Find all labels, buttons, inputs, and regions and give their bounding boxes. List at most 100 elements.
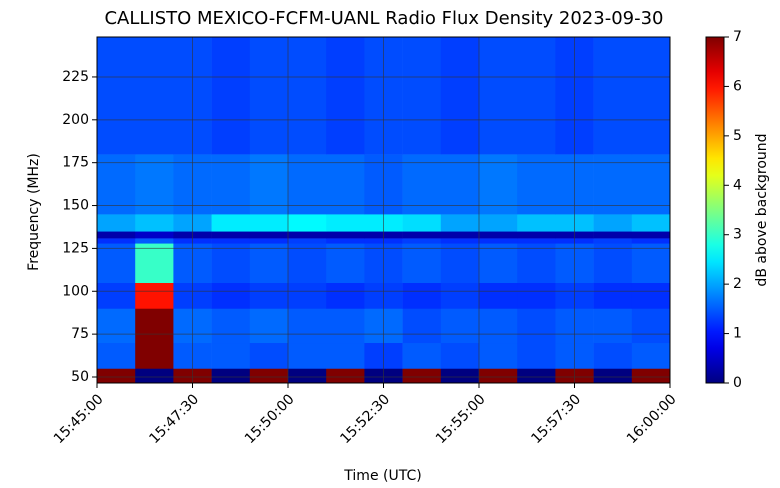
heatmap-cell <box>631 282 671 309</box>
heatmap-cell <box>97 243 136 283</box>
heatmap-cell <box>479 342 518 369</box>
heatmap-cell <box>479 154 518 215</box>
heatmap-cell <box>288 342 327 369</box>
heatmap-cell <box>211 231 251 239</box>
heatmap-cell <box>517 308 556 344</box>
heatmap-cell <box>249 282 289 309</box>
heatmap-cell <box>288 243 327 283</box>
heatmap-cell <box>326 308 365 344</box>
heatmap-cell <box>135 238 174 244</box>
heatmap-cell <box>135 342 174 369</box>
y-tick-label: 175 <box>62 155 89 171</box>
y-axis-label: Frequency (MHz) <box>26 153 42 271</box>
heatmap-cell <box>249 154 289 215</box>
heatmap-cell <box>288 37 327 155</box>
heatmap-cell <box>631 368 671 384</box>
heatmap-cell <box>135 368 174 384</box>
heatmap-cell <box>135 37 174 155</box>
heatmap-cell <box>211 37 251 155</box>
heatmap-cell <box>97 37 136 155</box>
heatmap-cell <box>517 238 556 244</box>
heatmap-cell <box>593 154 633 215</box>
heatmap-cell <box>593 308 633 344</box>
heatmap-cell <box>402 214 442 232</box>
heatmap-cell <box>479 243 518 283</box>
heatmap-cell <box>249 37 289 155</box>
heatmap-cell <box>402 238 442 244</box>
heatmap-cell <box>631 238 671 244</box>
heatmap-cell <box>593 37 633 155</box>
heatmap-cell <box>211 282 251 309</box>
heatmap-cell <box>326 368 365 384</box>
heatmap-cell <box>288 231 327 239</box>
heatmap-cell <box>97 231 136 239</box>
heatmap-cell <box>326 243 365 283</box>
heatmap-cell <box>211 342 251 369</box>
heatmap-cell <box>249 231 289 239</box>
heatmap-cell <box>440 243 480 283</box>
heatmap-cell <box>288 238 327 244</box>
heatmap-cell <box>631 308 671 344</box>
heatmap-cell <box>479 282 518 309</box>
heatmap-cell <box>135 231 174 239</box>
heatmap-cell <box>479 308 518 344</box>
colorbar <box>705 36 725 384</box>
heatmap-cell <box>288 214 327 232</box>
heatmap-cell <box>440 37 480 155</box>
heatmap-cell <box>479 214 518 232</box>
colorbar-tick-label: 2 <box>733 276 742 292</box>
heatmap-cell <box>135 154 174 215</box>
heatmap-cell <box>479 231 518 239</box>
heatmap-cell <box>631 37 671 155</box>
chart-title: CALLISTO MEXICO-FCFM-UANL Radio Flux Den… <box>104 8 663 29</box>
heatmap-cell <box>517 282 556 309</box>
colorbar-tick-label: 6 <box>733 78 742 94</box>
heatmap-cell <box>402 308 442 344</box>
x-tick-label: 15:47:30 <box>146 391 202 447</box>
heatmap-cell <box>479 238 518 244</box>
heatmap-cell <box>402 37 442 155</box>
y-tick-label: 100 <box>62 283 89 299</box>
heatmap-cell <box>631 214 671 232</box>
heatmap-cell <box>288 368 327 384</box>
y-tick-label: 225 <box>62 69 89 85</box>
x-tick-label: 15:45:00 <box>51 391 107 447</box>
heatmap-cell <box>326 238 365 244</box>
x-tick-label: 15:52:30 <box>337 391 393 447</box>
heatmap-cell <box>211 214 251 232</box>
heatmap-cell <box>135 282 174 309</box>
heatmap-cell <box>440 231 480 239</box>
heatmap-cell <box>479 368 518 384</box>
heatmap-cell <box>326 154 365 215</box>
x-tick-label: 16:00:00 <box>624 391 680 447</box>
heatmap-cell <box>402 243 442 283</box>
colorbar-label: dB above background <box>754 133 770 286</box>
heatmap-cell <box>135 243 174 283</box>
heatmap-cell <box>631 342 671 369</box>
heatmap-cell <box>593 214 633 232</box>
heatmap-cell <box>326 37 365 155</box>
heatmap-cell <box>593 238 633 244</box>
heatmap-cell <box>135 214 174 232</box>
colorbar-tick-label: 5 <box>733 128 742 144</box>
heatmap-cell <box>97 238 136 244</box>
heatmap-cell <box>97 342 136 369</box>
heatmap-cell <box>326 214 365 232</box>
heatmap-cell <box>593 231 633 239</box>
heatmap-cell <box>593 282 633 309</box>
heatmap-cell <box>288 154 327 215</box>
heatmap-cell <box>440 214 480 232</box>
heatmap-cell <box>440 342 480 369</box>
heatmap-cell <box>249 308 289 344</box>
heatmap-cell <box>211 368 251 384</box>
y-tick-label: 50 <box>71 369 89 385</box>
heatmap-cell <box>593 342 633 369</box>
heatmap-cell <box>97 282 136 309</box>
heatmap-cell <box>440 308 480 344</box>
y-tick-label: 200 <box>62 112 89 128</box>
heatmap-cell <box>211 308 251 344</box>
x-tick-label: 15:55:00 <box>433 391 489 447</box>
heatmap-cell <box>517 214 556 232</box>
y-tick-label: 75 <box>71 326 89 342</box>
heatmap-cell <box>402 154 442 215</box>
